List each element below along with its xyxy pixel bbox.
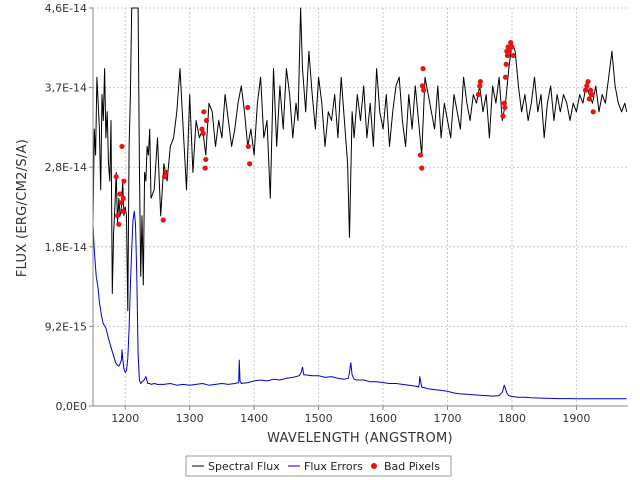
bad-pixel-point — [509, 44, 515, 50]
y-tick-label: 4,6E-14 — [45, 2, 87, 15]
bad-pixel-point — [118, 200, 124, 206]
bad-pixel-point — [202, 165, 208, 171]
y-tick-label: 2,8E-14 — [45, 161, 87, 174]
bad-pixel-point — [590, 109, 596, 115]
bad-pixel-point — [201, 109, 207, 115]
bad-pixel-point — [163, 169, 169, 175]
bad-pixel-point — [419, 83, 425, 89]
bad-pixel-point — [585, 78, 591, 85]
y-tick-label: 0,0E0 — [56, 400, 87, 413]
bad-pixel-point — [203, 156, 209, 163]
bad-pixel-point — [200, 130, 206, 137]
bad-pixel-point — [421, 87, 427, 93]
plot-area — [93, 8, 628, 406]
bad-pixel-point — [113, 174, 119, 180]
legend-label: Bad Pixels — [384, 460, 440, 473]
bad-pixel-point — [114, 213, 121, 219]
bad-pixel-point — [203, 117, 210, 124]
bad-pixel-point — [510, 52, 516, 59]
bad-pixel-point — [475, 91, 482, 98]
legend-box — [185, 455, 452, 477]
x-tick-label: 1500 — [305, 412, 333, 425]
bad-pixel-point — [477, 78, 483, 85]
bad-pixel-point — [582, 87, 589, 93]
bad-pixel-point — [420, 65, 426, 72]
legend-label: Flux Errors — [304, 460, 363, 473]
y-tick-label: 3,7E-14 — [45, 82, 87, 95]
x-tick-label: 1800 — [498, 412, 526, 425]
bad-pixel-point — [120, 195, 126, 201]
bad-pixel-point — [508, 40, 514, 46]
bad-pixel-point — [417, 152, 424, 158]
bad-pixel-point — [116, 221, 122, 227]
axes-layer: 0,0E0 9,2E-15 1,8E-14 2,8E-14 3,7E-14 4,6E-14… — [45, 2, 628, 425]
bad-pixel-point — [588, 87, 594, 93]
bad-pixel-point — [504, 52, 511, 59]
bad-pixel-point — [586, 96, 592, 102]
bad-pixel-point — [502, 104, 508, 111]
bad-pixel-point — [506, 48, 512, 54]
x-tick-label: 1700 — [434, 412, 462, 425]
x-tick-label: 1300 — [176, 412, 204, 425]
series-layer — [92, 7, 628, 400]
flux-errors-line — [92, 210, 627, 400]
bad-pixel-point — [477, 83, 483, 89]
grid-layer — [93, 7, 628, 407]
x-tick-label: 1900 — [562, 412, 590, 425]
legend-label: Spectral Flux — [208, 460, 280, 473]
bad-pixel-point — [500, 113, 506, 119]
bad-pixel-point — [505, 44, 511, 50]
y-tick-label: 1,8E-14 — [45, 241, 87, 254]
x-axis-title: WAVELENGTH (ANGSTROM) — [267, 431, 453, 446]
x-tick-label: 1400 — [240, 412, 268, 425]
bad-pixel-point — [503, 61, 509, 67]
bad-pixel-point — [161, 174, 168, 180]
bad-pixel-point — [199, 126, 205, 132]
bad-pixel-point — [121, 178, 127, 184]
bad-pixel-point — [160, 217, 166, 223]
bad-pixel-point — [120, 208, 126, 214]
bad-pixel-point — [589, 91, 595, 98]
bad-pixel-point — [245, 143, 251, 150]
bad-pixel-point — [117, 191, 123, 197]
x-tick-label: 1600 — [369, 412, 397, 425]
spectral-flux-line — [92, 7, 628, 312]
bad-pixel-point — [419, 165, 425, 171]
x-tick-label: 1200 — [111, 412, 139, 425]
y-tick-label: 9,2E-15 — [45, 320, 87, 333]
bad-pixel-point — [501, 100, 507, 106]
legend-swatch — [371, 463, 377, 469]
bad-pixel-point — [584, 83, 590, 89]
legend: Spectral Flux Flux Errors Bad Pixels — [185, 455, 452, 477]
y-axis-title: FLUX (ERG/CM2/S/A) — [15, 139, 30, 277]
bad-pixel-point — [502, 74, 509, 80]
bad-pixel-point — [119, 143, 125, 150]
bad-pixel-point — [247, 161, 253, 167]
bad-pixel-point — [245, 104, 251, 111]
